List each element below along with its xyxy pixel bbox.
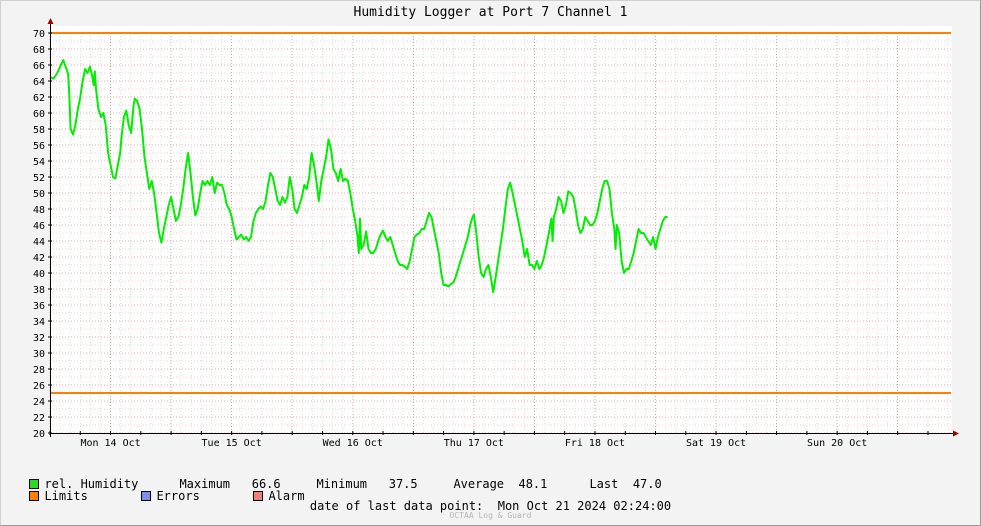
axes xyxy=(47,18,959,437)
y-axis-arrow xyxy=(47,18,54,24)
series-layer xyxy=(49,59,668,294)
y-tick-label: 38 xyxy=(33,285,45,296)
y-tick-label: 70 xyxy=(33,29,45,40)
y-tick-label: 28 xyxy=(33,365,45,376)
x-tick-label: Fri 18 Oct xyxy=(565,438,625,449)
stat-average-label: Average xyxy=(453,477,505,491)
legend-limits: Limits xyxy=(29,489,141,503)
y-tick-label: 52 xyxy=(33,173,45,184)
y-tick-label: 54 xyxy=(33,157,45,168)
legend-humidity-label: rel. Humidity xyxy=(44,477,139,491)
y-tick-label: 66 xyxy=(33,61,45,72)
legend-errors-label: Errors xyxy=(156,489,200,503)
y-tick-label: 20 xyxy=(33,429,45,440)
y-tick-label: 32 xyxy=(33,333,45,344)
x-tick-label: Sat 19 Oct xyxy=(686,438,746,449)
stat-minimum: Minimum 37.5 xyxy=(316,477,453,491)
stat-maximum-value: 66.6 xyxy=(251,477,281,491)
legend-alarm-swatch xyxy=(253,491,264,501)
stat-average: Average 48.1 xyxy=(453,477,589,491)
legend-errors: Errors xyxy=(141,489,253,503)
y-tick-label: 44 xyxy=(33,237,45,248)
x-tick-label: Tue 15 Oct xyxy=(202,438,262,449)
legend-errors-swatch xyxy=(141,491,152,501)
limit-lines xyxy=(50,32,951,394)
x-tick-label: Wed 16 Oct xyxy=(323,438,383,449)
stat-maximum-label: Maximum xyxy=(179,477,231,491)
y-tick-label: 58 xyxy=(33,125,45,136)
legend-row-1: rel. Humidity Maximum 66.6 Minimum 37.5 Ave… xyxy=(15,463,662,491)
y-tick-label: 56 xyxy=(33,141,45,152)
watermark: OCTAA Log & Guard xyxy=(449,511,532,520)
y-tick-label: 26 xyxy=(33,381,45,392)
legend-alarm-label: Alarm xyxy=(268,489,305,503)
y-tick-label: 22 xyxy=(33,413,45,424)
y-tick-label: 64 xyxy=(33,77,45,88)
last-data-point: date of last data point: Mon Oct 21 2024… xyxy=(309,499,672,513)
legend-humidity: rel. Humidity xyxy=(29,477,179,491)
stat-last-value: 47.0 xyxy=(632,477,662,491)
legend-limits-swatch xyxy=(29,491,40,501)
y-tick-label: 48 xyxy=(33,205,45,216)
y-tick-label: 60 xyxy=(33,109,45,120)
stat-average-value: 48.1 xyxy=(518,477,548,491)
x-tick-label: Thu 17 Oct xyxy=(444,438,504,449)
y-tick-label: 24 xyxy=(33,397,45,408)
x-tick-label: Sun 20 Oct xyxy=(807,438,867,449)
y-tick-label: 40 xyxy=(33,269,45,280)
stat-minimum-label: Minimum xyxy=(316,477,368,491)
y-tick-label: 68 xyxy=(33,45,45,56)
x-tick-labels: Mon 14 Oct Tue 15 Oct Wed 16 Oct Thu 17 Oct… xyxy=(80,438,867,449)
y-tick-label: 62 xyxy=(33,93,45,104)
chart-title: Humidity Logger at Port 7 Channel 1 xyxy=(353,5,628,20)
stat-minimum-value: 37.5 xyxy=(388,477,418,491)
x-tick-label: Mon 14 Oct xyxy=(80,438,140,449)
legend-humidity-swatch xyxy=(29,479,40,489)
legend-limits-label: Limits xyxy=(44,489,88,503)
y-tick-label: 50 xyxy=(33,189,45,200)
plot-background xyxy=(50,26,952,434)
legend-row-2: Limits Errors Alarm xyxy=(15,475,305,503)
y-tick-label: 36 xyxy=(33,301,45,312)
y-tick-labels: 20 22 24 26 28 30 32 34 36 38 40 42 44 46 48 50 52 54 56 58… xyxy=(33,29,45,440)
y-tick-label: 30 xyxy=(33,349,45,360)
stat-last-label: Last xyxy=(589,477,619,491)
y-tick-label: 42 xyxy=(33,253,45,264)
stat-maximum: Maximum 66.6 xyxy=(179,477,316,491)
series-line-humidity xyxy=(49,59,668,294)
x-axis-arrow xyxy=(953,430,959,437)
legend-alarm: Alarm xyxy=(253,489,305,503)
stat-last: Last 47.0 xyxy=(589,477,661,491)
y-tick-label: 46 xyxy=(33,221,45,232)
y-tick-label: 34 xyxy=(33,317,45,328)
